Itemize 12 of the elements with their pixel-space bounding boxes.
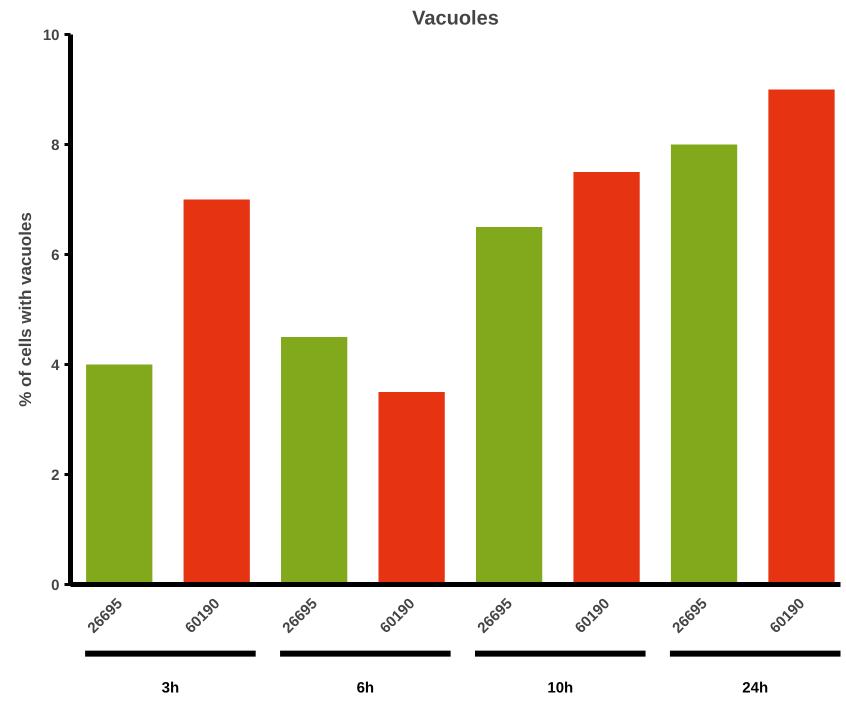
y-tick-label: 2: [51, 467, 60, 484]
text: 6h: [356, 679, 374, 696]
text: 3h: [162, 679, 180, 696]
text: 10h: [547, 679, 574, 696]
y-axis-title: % of cells with vacuoles: [16, 212, 35, 407]
y-tick-label: 8: [51, 137, 60, 154]
chart-title: Vacuoles: [412, 8, 499, 30]
y-tick-label: 6: [51, 247, 60, 264]
text: 24h: [742, 679, 768, 696]
y-tick-label: 0: [51, 577, 60, 594]
y-tick-label: 4: [51, 357, 60, 374]
y-tick-label: 10: [42, 27, 60, 44]
